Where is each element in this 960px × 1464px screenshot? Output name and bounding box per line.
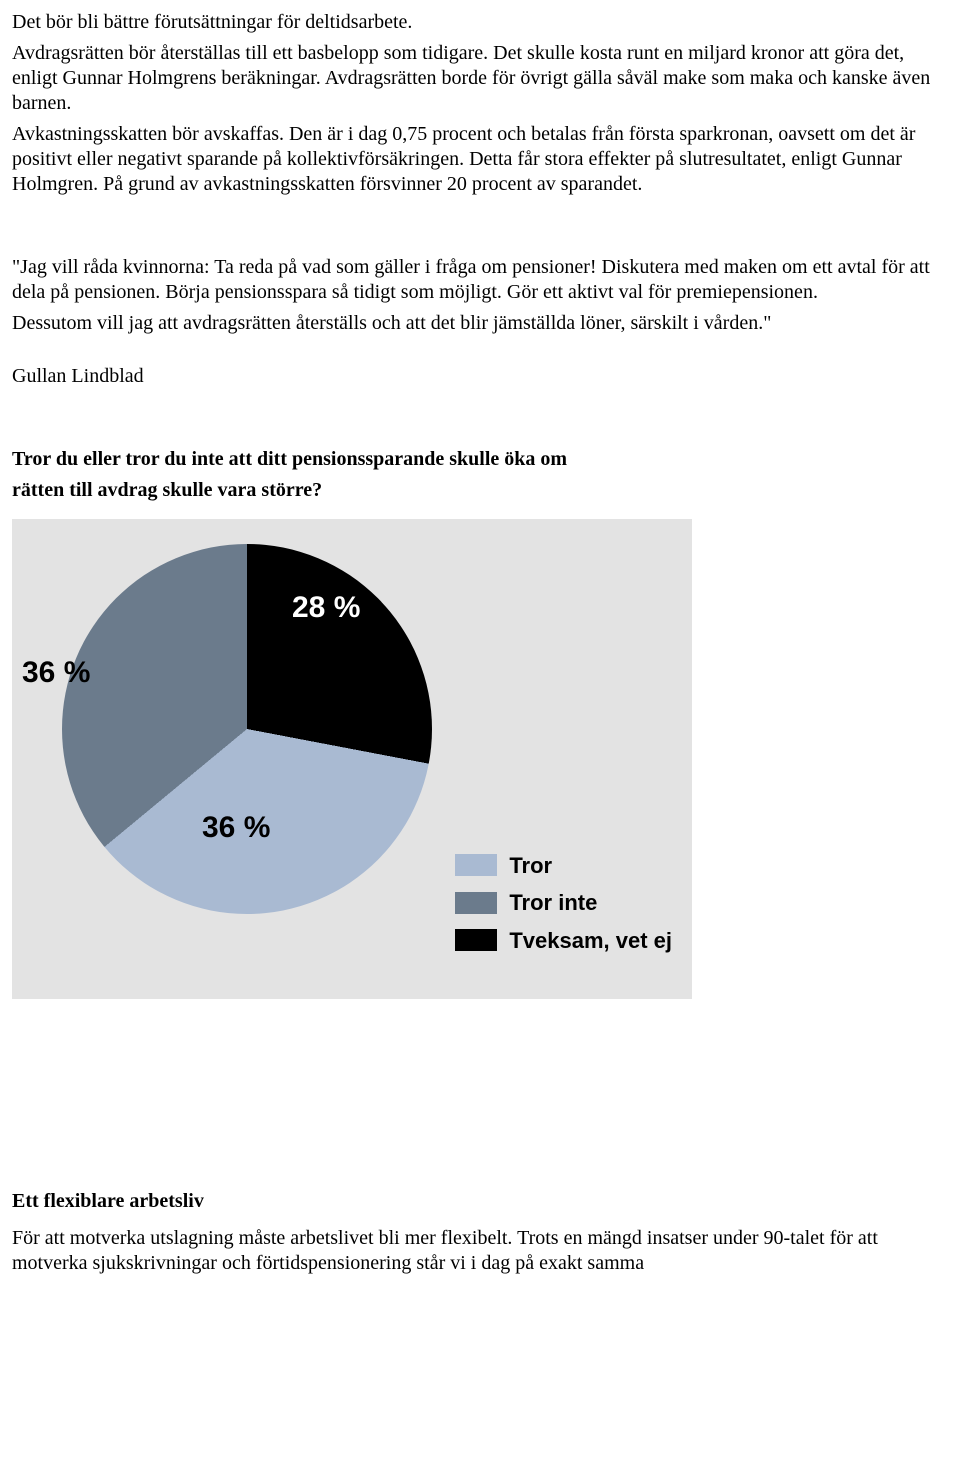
- legend-label: Tror: [509, 852, 552, 880]
- pie-slice-label: 28 %: [292, 589, 360, 627]
- pie-legend: Tror Tror inte Tveksam, vet ej: [455, 852, 672, 955]
- pension-pie-chart: Tror Tror inte Tveksam, vet ej 28 % 36 % 36 …: [12, 519, 692, 999]
- pie-graphic: [62, 544, 432, 914]
- chart-question-line-2: rätten till avdrag skulle vara större?: [12, 478, 948, 503]
- pie-slice-label: 36 %: [202, 809, 270, 847]
- legend-row: Tveksam, vet ej: [455, 927, 672, 955]
- chart-question-line-1: Tror du eller tror du inte att ditt pens…: [12, 447, 948, 472]
- legend-label: Tveksam, vet ej: [509, 927, 672, 955]
- legend-row: Tror inte: [455, 889, 672, 917]
- paragraph-1: Det bör bli bättre förutsättningar för d…: [12, 10, 948, 35]
- paragraph-6: För att motverka utslagning måste arbets…: [12, 1226, 948, 1276]
- legend-label: Tror inte: [509, 889, 597, 917]
- paragraph-2: Avdragsrätten bör återställas till ett b…: [12, 41, 948, 116]
- pie-slice-label: 36 %: [22, 654, 90, 692]
- heading-flexiblare-arbetsliv: Ett flexiblare arbetsliv: [12, 1189, 948, 1214]
- legend-swatch: [455, 929, 497, 951]
- paragraph-3: Avkastningsskatten bör avskaffas. Den är…: [12, 122, 948, 197]
- paragraph-4-quote: "Jag vill råda kvinnorna: Ta reda på vad…: [12, 255, 948, 305]
- paragraph-5-quote: Dessutom vill jag att avdragsrätten åter…: [12, 311, 948, 336]
- legend-row: Tror: [455, 852, 672, 880]
- legend-swatch: [455, 892, 497, 914]
- author-name: Gullan Lindblad: [12, 364, 948, 389]
- legend-swatch: [455, 854, 497, 876]
